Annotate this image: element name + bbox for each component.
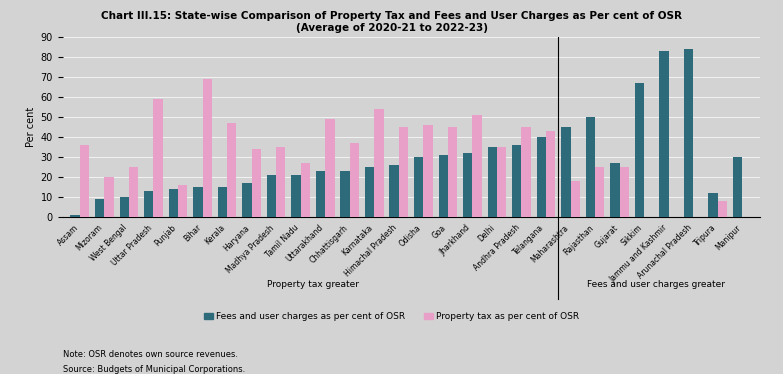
- Bar: [301, 163, 310, 217]
- Bar: [70, 215, 80, 217]
- Bar: [586, 117, 595, 217]
- Text: Source: Budgets of Municipal Corporations.: Source: Budgets of Municipal Corporation…: [63, 365, 245, 374]
- Bar: [448, 127, 457, 217]
- Bar: [193, 187, 203, 217]
- Bar: [488, 147, 497, 217]
- Bar: [227, 123, 236, 217]
- Bar: [251, 149, 261, 217]
- Bar: [144, 191, 153, 217]
- Bar: [438, 155, 448, 217]
- Bar: [218, 187, 227, 217]
- Bar: [733, 157, 742, 217]
- Text: Fees and user charges greater: Fees and user charges greater: [587, 280, 726, 289]
- Text: Property tax greater: Property tax greater: [267, 280, 359, 289]
- Bar: [104, 177, 114, 217]
- Bar: [718, 201, 727, 217]
- Bar: [365, 167, 374, 217]
- Bar: [153, 99, 163, 217]
- Legend: Fees and user charges as per cent of OSR, Property tax as per cent of OSR: Fees and user charges as per cent of OSR…: [200, 309, 583, 325]
- Bar: [414, 157, 424, 217]
- Bar: [709, 193, 718, 217]
- Bar: [610, 163, 619, 217]
- Bar: [203, 79, 212, 217]
- Bar: [80, 145, 89, 217]
- Bar: [497, 147, 507, 217]
- Bar: [276, 147, 286, 217]
- Bar: [267, 175, 276, 217]
- Bar: [463, 153, 472, 217]
- Bar: [129, 167, 139, 217]
- Y-axis label: Per cent: Per cent: [27, 107, 36, 147]
- Text: Chart III.15: State-wise Comparison of Property Tax and Fees and User Charges as: Chart III.15: State-wise Comparison of P…: [101, 11, 682, 33]
- Bar: [635, 83, 644, 217]
- Bar: [242, 183, 251, 217]
- Bar: [561, 127, 571, 217]
- Bar: [95, 199, 104, 217]
- Bar: [659, 51, 669, 217]
- Bar: [472, 115, 482, 217]
- Bar: [512, 145, 521, 217]
- Bar: [168, 189, 178, 217]
- Bar: [595, 167, 604, 217]
- Bar: [536, 137, 546, 217]
- Bar: [619, 167, 629, 217]
- Bar: [684, 49, 693, 217]
- Bar: [316, 171, 325, 217]
- Bar: [424, 125, 433, 217]
- Bar: [291, 175, 301, 217]
- Bar: [571, 181, 580, 217]
- Bar: [521, 127, 531, 217]
- Bar: [341, 171, 350, 217]
- Bar: [389, 165, 399, 217]
- Text: Note: OSR denotes own source revenues.: Note: OSR denotes own source revenues.: [63, 350, 237, 359]
- Bar: [120, 197, 129, 217]
- Bar: [178, 185, 187, 217]
- Bar: [350, 143, 359, 217]
- Bar: [399, 127, 408, 217]
- Bar: [546, 131, 555, 217]
- Bar: [325, 119, 334, 217]
- Bar: [374, 109, 384, 217]
